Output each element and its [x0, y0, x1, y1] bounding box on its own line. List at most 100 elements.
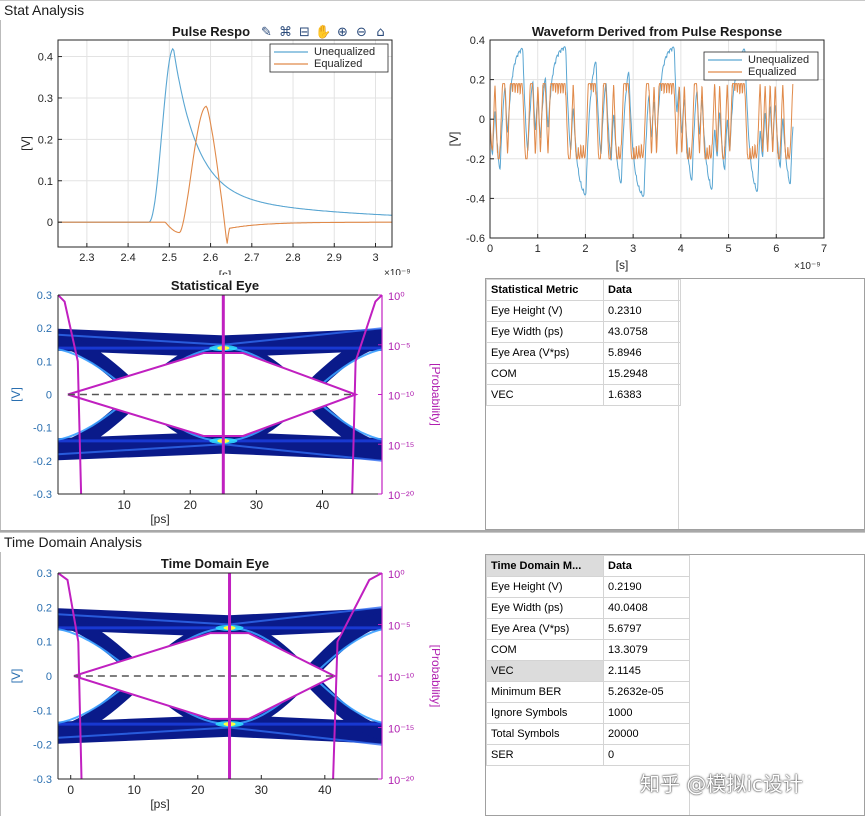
- y2-tick-label: 10⁻¹⁵: [388, 724, 414, 736]
- table-header[interactable]: Time Domain M...: [486, 555, 604, 577]
- table-row[interactable]: VEC 1.6383: [486, 384, 681, 406]
- table-row[interactable]: Eye Width (ps) 40.0408: [486, 597, 690, 619]
- x-tick-label: 4: [678, 243, 684, 255]
- metric-value: 5.2632e-05: [603, 681, 690, 703]
- time-domain-title: Time Domain Analysis: [4, 534, 142, 550]
- table-row[interactable]: VEC 2.1145: [486, 660, 690, 682]
- y-tick-label: 0: [46, 390, 52, 402]
- y-tick-label: 0.1: [37, 356, 52, 368]
- y-axis-label: [V]: [19, 136, 33, 151]
- x-tick-label: 2.3: [79, 252, 94, 264]
- table-header[interactable]: Data: [603, 555, 690, 577]
- data-tip-icon[interactable]: ⊟: [299, 25, 310, 40]
- y-tick-label: -0.2: [33, 740, 52, 752]
- y-tick-label: 0.2: [37, 602, 52, 614]
- metric-name: Eye Width (ps): [486, 597, 604, 619]
- table-row[interactable]: Eye Area (V*ps) 5.6797: [486, 618, 690, 640]
- brush-icon[interactable]: ✎: [261, 25, 272, 40]
- paint-icon[interactable]: ⌘: [279, 25, 292, 40]
- axes-toolbar: ✎ ⌘ ⊟ ✋ ⊕ ⊖ ⌂: [258, 24, 389, 41]
- y-tick-label: 0.2: [470, 75, 485, 87]
- chart-title: Statistical Eye: [171, 278, 259, 293]
- y-tick-label: 0.1: [38, 176, 53, 188]
- x-tick-label: 2: [582, 243, 588, 255]
- metric-value: 2.1145: [603, 660, 690, 682]
- metric-name: Eye Area (V*ps): [486, 618, 604, 640]
- y-tick-label: 0: [46, 671, 52, 683]
- watermark: 知乎 @模拟ic设计: [640, 772, 803, 796]
- zoom-in-icon[interactable]: ⊕: [337, 25, 348, 40]
- waveform-chart: 0 1 2 3 4 5 6 7 -0.6 -0.4 -0.2 0 0.2 0.4 [s] ×10⁻⁹ [V] Wa…: [447, 24, 827, 272]
- table-row[interactable]: Eye Height (V) 0.2190: [486, 576, 690, 598]
- x-tick-label: 2.5: [162, 252, 177, 264]
- table-row[interactable]: COM 15.2948: [486, 363, 681, 385]
- metric-value: 13.3079: [603, 639, 690, 661]
- series-equalized: [489, 83, 794, 160]
- metric-name: Ignore Symbols: [486, 702, 604, 724]
- metric-name: VEC: [486, 660, 604, 682]
- time-domain-metric-table: Time Domain M... Data Eye Height (V) 0.2190…: [485, 554, 865, 816]
- legend-label: Unequalized: [314, 46, 375, 58]
- x-tick-label: 30: [250, 498, 264, 512]
- y-tick-label: 0.2: [38, 134, 53, 146]
- time-domain-header: Time Domain Analysis: [0, 532, 865, 553]
- table-row[interactable]: COM 13.3079: [486, 639, 690, 661]
- y2-tick-label: 10⁻¹⁵: [388, 440, 414, 452]
- y-tick-label: 0.4: [470, 35, 485, 47]
- y-tick-label: 0.4: [38, 52, 53, 64]
- chart-title: Waveform Derived from Pulse Response: [532, 24, 782, 39]
- y-tick-label: 0.1: [37, 637, 52, 649]
- x-tick-label: 40: [318, 783, 332, 797]
- x-exponent: ×10⁻⁹: [384, 268, 411, 275]
- metric-name: Eye Width (ps): [486, 321, 604, 343]
- table-row[interactable]: Eye Area (V*ps) 5.8946: [486, 342, 681, 364]
- metric-value: 5.8946: [603, 342, 681, 364]
- x-tick-label: 2.8: [285, 252, 300, 264]
- x-tick-label: 2.7: [244, 252, 259, 264]
- y-tick-label: -0.3: [33, 774, 52, 786]
- table-row[interactable]: Eye Width (ps) 43.0758: [486, 321, 681, 343]
- y2-tick-label: 10⁻⁵: [388, 341, 411, 353]
- pan-icon[interactable]: ✋: [315, 25, 332, 40]
- home-icon[interactable]: ⌂: [376, 25, 385, 40]
- metric-name: COM: [486, 639, 604, 661]
- metric-value: 20000: [603, 723, 690, 745]
- y2-tick-label: 10⁻²⁰: [388, 775, 415, 787]
- x-axis-label: [ps]: [150, 512, 169, 526]
- y-tick-label: -0.4: [466, 193, 485, 205]
- table-header[interactable]: Data: [603, 279, 681, 301]
- y-tick-label: -0.1: [33, 423, 52, 435]
- metric-name: Eye Height (V): [486, 300, 604, 322]
- y2-tick-label: 10⁻⁵: [388, 621, 411, 633]
- table-row[interactable]: Minimum BER 5.2632e-05: [486, 681, 690, 703]
- zoom-out-icon[interactable]: ⊖: [356, 25, 367, 40]
- table-row[interactable]: Ignore Symbols 1000: [486, 702, 690, 724]
- y2-axis-label: [Probability]: [429, 645, 440, 708]
- x-tick-label: 2.6: [203, 252, 218, 264]
- x-tick-label: 3: [630, 243, 636, 255]
- table-row[interactable]: Eye Height (V) 0.2310: [486, 300, 681, 322]
- y2-tick-label: 10⁻¹⁰: [388, 672, 415, 684]
- legend-label: Equalized: [314, 58, 362, 70]
- x-axis-label: [ps]: [150, 797, 169, 811]
- time-domain-eye-chart: 0 10 20 30 40 0.3 0.2 0.1 0 -0.1 -0.2 -0.3 10⁰ 10⁻⁵ 10…: [9, 556, 440, 811]
- y-tick-label: -0.2: [466, 154, 485, 166]
- y-tick-label: -0.6: [466, 233, 485, 245]
- table-row[interactable]: Total Symbols 20000: [486, 723, 690, 745]
- metric-value: 15.2948: [603, 363, 681, 385]
- x-axis-label: [s]: [616, 258, 629, 272]
- x-tick-label: 5: [726, 243, 732, 255]
- legend-label: Equalized: [748, 66, 796, 78]
- y2-tick-label: 10⁻²⁰: [388, 490, 415, 502]
- eye-density: [58, 573, 382, 779]
- x-tick-label: 3: [372, 252, 378, 264]
- y2-axis-label: [Probability]: [429, 363, 440, 426]
- x-tick-label: 0: [487, 243, 493, 255]
- legend-box: [703, 51, 819, 81]
- bathtub-left: [58, 573, 83, 779]
- eye-density: [58, 295, 382, 494]
- table-row[interactable]: SER 0: [486, 744, 690, 766]
- bathtub-right: [351, 295, 382, 494]
- table-header[interactable]: Statistical Metric: [486, 279, 604, 301]
- x-tick-label: 6: [773, 243, 779, 255]
